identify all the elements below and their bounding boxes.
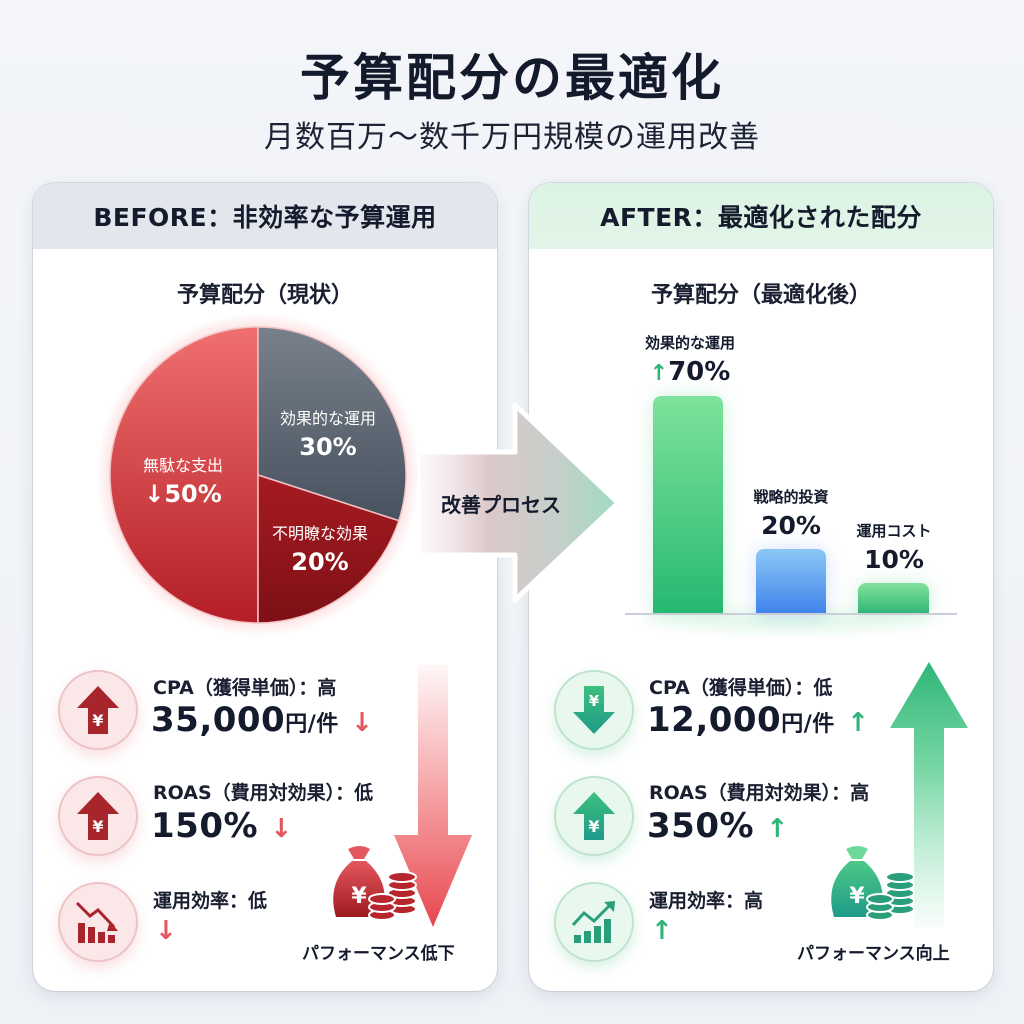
up-arrow-icon: ↑ bbox=[649, 361, 669, 386]
svg-text:¥: ¥ bbox=[92, 817, 103, 836]
process-label: 改善プロセス bbox=[441, 493, 561, 517]
bar-chart-baseline bbox=[625, 613, 957, 615]
performance-down-arrow-icon bbox=[392, 665, 474, 930]
pie-slice-effective bbox=[257, 326, 407, 522]
down-arrow-icon: ↓ bbox=[351, 708, 374, 738]
before-efficiency-label: 運用効率：低 bbox=[153, 890, 268, 912]
money-bag-icon: ¥ bbox=[828, 843, 920, 925]
svg-text:¥: ¥ bbox=[588, 817, 599, 836]
svg-text:¥: ¥ bbox=[92, 711, 103, 730]
bar-opcost bbox=[858, 583, 929, 614]
performance-up-arrow-icon bbox=[888, 660, 970, 930]
after-performance-label: パフォーマンス向上 bbox=[797, 944, 950, 964]
rising-chart-icon bbox=[554, 882, 634, 962]
roas-low-icon: ¥ bbox=[58, 776, 138, 856]
pie-slice-waste bbox=[109, 326, 259, 624]
money-bag-icon: ¥ bbox=[330, 843, 422, 925]
pie-label-waste: 無駄な支出 ↓50% bbox=[142, 456, 223, 508]
roas-high-icon: ¥ bbox=[554, 776, 634, 856]
before-header: BEFORE：非効率な予算運用 bbox=[33, 183, 497, 249]
up-arrow-icon: ↑ bbox=[847, 708, 870, 738]
down-arrow-icon: ↓ bbox=[155, 916, 177, 946]
after-header: AFTER：最適化された配分 bbox=[529, 183, 993, 249]
before-roas-value: 150% ↓ bbox=[151, 806, 293, 846]
pie-label-effective: 効果的な運用 30% bbox=[279, 409, 376, 461]
after-cpa-label: CPA（獲得単価）：低 bbox=[649, 677, 833, 699]
pie-label-unclear: 不明瞭な効果 20% bbox=[271, 524, 368, 576]
bar-label-effective: 効果的な運用 ↑70% bbox=[644, 334, 735, 387]
before-cpa-value: 35,000円/件 ↓ bbox=[151, 700, 374, 740]
after-efficiency-label: 運用効率：高 bbox=[649, 890, 764, 912]
pie-chart bbox=[96, 313, 420, 637]
bar-label-strategic: 戦略的投資 20% bbox=[753, 488, 829, 540]
up-arrow-icon: ↑ bbox=[651, 916, 673, 946]
before-roas-label: ROAS（費用対効果）：低 bbox=[153, 782, 374, 804]
before-performance-label: パフォーマンス低下 bbox=[302, 944, 455, 964]
after-section-title: 予算配分（最適化後） bbox=[650, 283, 871, 308]
svg-text:¥: ¥ bbox=[849, 884, 865, 909]
cpa-low-icon: ¥ bbox=[554, 670, 634, 750]
bar-strategic bbox=[756, 549, 826, 614]
bar-effective bbox=[653, 396, 723, 614]
after-roas-label: ROAS（費用対効果）：高 bbox=[649, 782, 870, 804]
process-arrow-icon bbox=[415, 400, 628, 605]
pie-slice-unclear bbox=[257, 473, 400, 624]
after-cpa-value: 12,000円/件 ↑ bbox=[647, 700, 870, 740]
down-arrow-icon: ↓ bbox=[270, 814, 293, 844]
before-section-title: 予算配分（現状） bbox=[176, 283, 353, 308]
before-cpa-label: CPA（獲得単価）：高 bbox=[153, 677, 337, 699]
svg-text:¥: ¥ bbox=[589, 692, 600, 710]
declining-chart-icon bbox=[58, 882, 138, 962]
page-subtitle: 月数百万〜数千万円規模の運用改善 bbox=[264, 120, 760, 155]
bar-label-opcost: 運用コスト 10% bbox=[856, 522, 932, 574]
up-arrow-icon: ↑ bbox=[766, 814, 789, 844]
after-roas-value: 350% ↑ bbox=[647, 806, 789, 846]
svg-text:¥: ¥ bbox=[351, 884, 367, 909]
cpa-high-icon: ¥ bbox=[58, 670, 138, 750]
page-title: 予算配分の最適化 bbox=[300, 49, 724, 107]
